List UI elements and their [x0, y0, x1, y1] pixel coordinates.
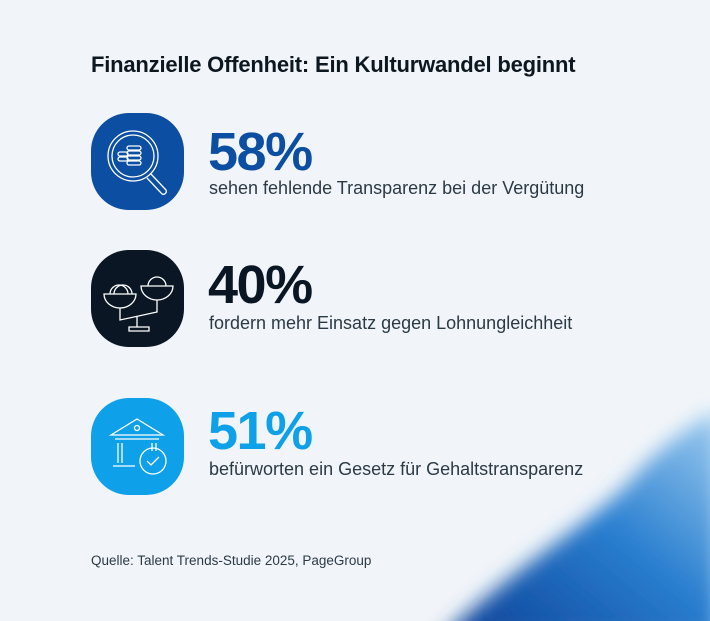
stat-value: 58%: [208, 122, 313, 182]
stat-description: fordern mehr Einsatz gegen Lohnungleichh…: [209, 313, 573, 333]
source-note: Quelle: Talent Trends-Studie 2025, PageG…: [91, 553, 372, 568]
scale-coins-icon: [91, 250, 184, 347]
stat-description: sehen fehlende Transparenz bei der Vergü…: [209, 178, 585, 198]
magnifier-coins-icon: [91, 113, 184, 210]
bank-check-icon: [91, 398, 184, 495]
page-title: Finanzielle Offenheit: Ein Kulturwandel …: [91, 52, 576, 77]
stat-value: 40%: [208, 255, 313, 315]
stat-value: 51%: [208, 401, 313, 461]
stat-description: befürworten ein Gesetz für Gehaltstransp…: [209, 459, 584, 479]
